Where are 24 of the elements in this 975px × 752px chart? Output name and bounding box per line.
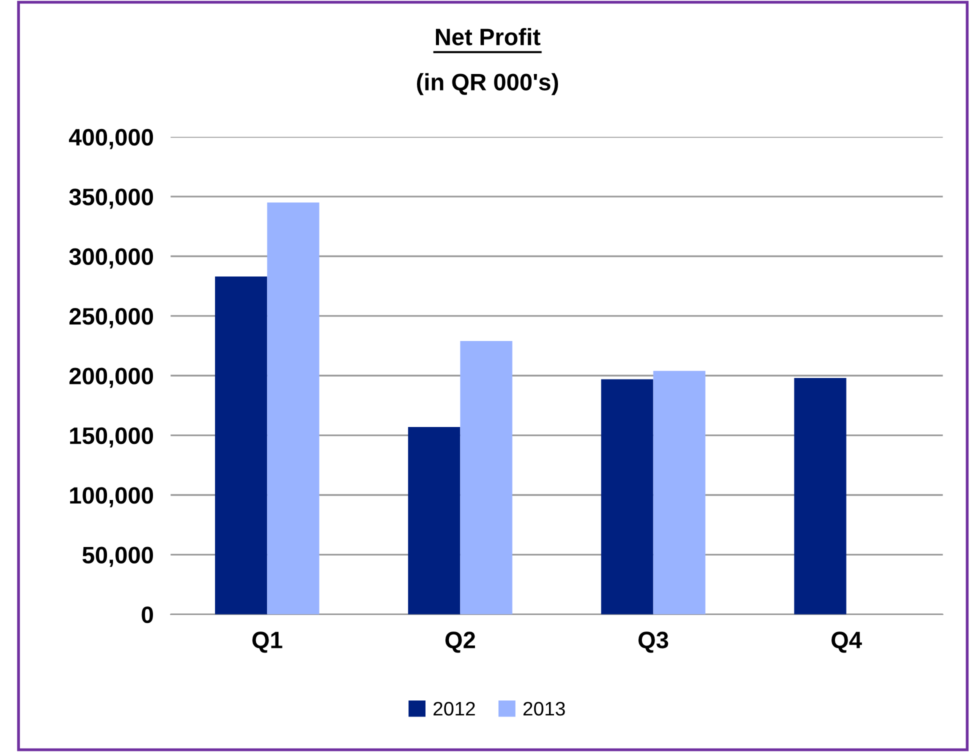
- legend-label: 2013: [523, 702, 565, 716]
- bar: [267, 202, 320, 614]
- bar: [794, 378, 846, 614]
- x-tick-label: Q4: [832, 632, 862, 653]
- chart-subtitle: (in QR 000's): [416, 73, 558, 96]
- y-tick-label: 300,000: [69, 248, 153, 268]
- y-tick-label: 0: [142, 606, 153, 624]
- bar: [653, 370, 706, 614]
- x-tick-label: Q1: [252, 632, 282, 653]
- x-tick-label: Q3: [638, 632, 668, 653]
- y-tick-label: 150,000: [70, 427, 153, 448]
- y-tick-label: 200,000: [69, 368, 153, 388]
- bar: [601, 379, 654, 614]
- y-tick-label: 50,000: [82, 546, 153, 567]
- y-tick-label: 100,000: [70, 487, 153, 508]
- y-tick-label: 400,000: [68, 128, 153, 150]
- y-tick-label: 250,000: [69, 308, 153, 328]
- bar: [408, 426, 460, 614]
- x-tick-label: Q2: [445, 632, 476, 653]
- y-tick-label: 350,000: [69, 188, 153, 209]
- bar: [460, 341, 512, 614]
- legend-label: 2012: [434, 702, 475, 716]
- chart-title: Net Profit: [436, 28, 540, 46]
- bar: [215, 276, 268, 614]
